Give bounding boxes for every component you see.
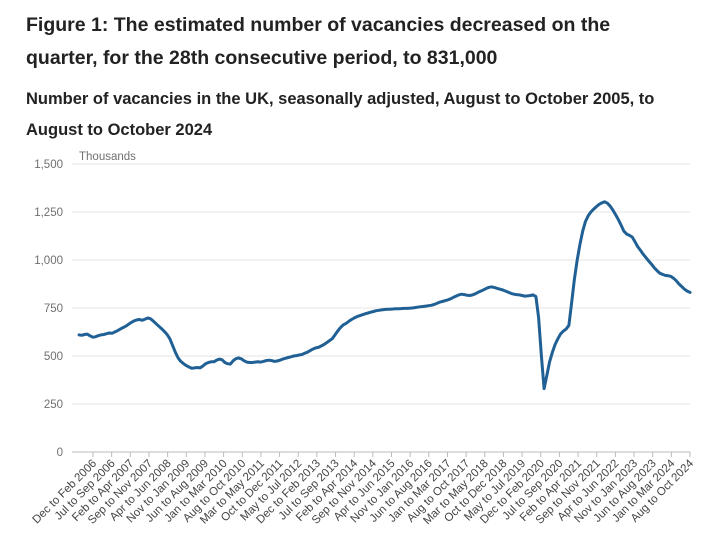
y-axis-tick-labels: 0 250 500 750 1,000 1,250 1,500 xyxy=(34,159,63,459)
gridlines xyxy=(72,163,690,453)
y-tick-label: 1,000 xyxy=(34,255,63,267)
series-line-vacancies xyxy=(77,200,692,391)
y-tick-label: 1,500 xyxy=(34,159,63,171)
y-tick-label: 500 xyxy=(44,351,63,363)
y-axis-unit-label: Thousands xyxy=(79,151,136,163)
y-tick-label: 1,250 xyxy=(34,207,63,219)
y-tick-label: 250 xyxy=(44,399,63,411)
chart-subtitle: Number of vacancies in the UK, seasonall… xyxy=(26,90,655,139)
y-tick-label: 0 xyxy=(57,447,63,459)
chart-title: Figure 1: The estimated number of vacanc… xyxy=(26,14,611,69)
y-tick-label: 750 xyxy=(44,303,63,315)
